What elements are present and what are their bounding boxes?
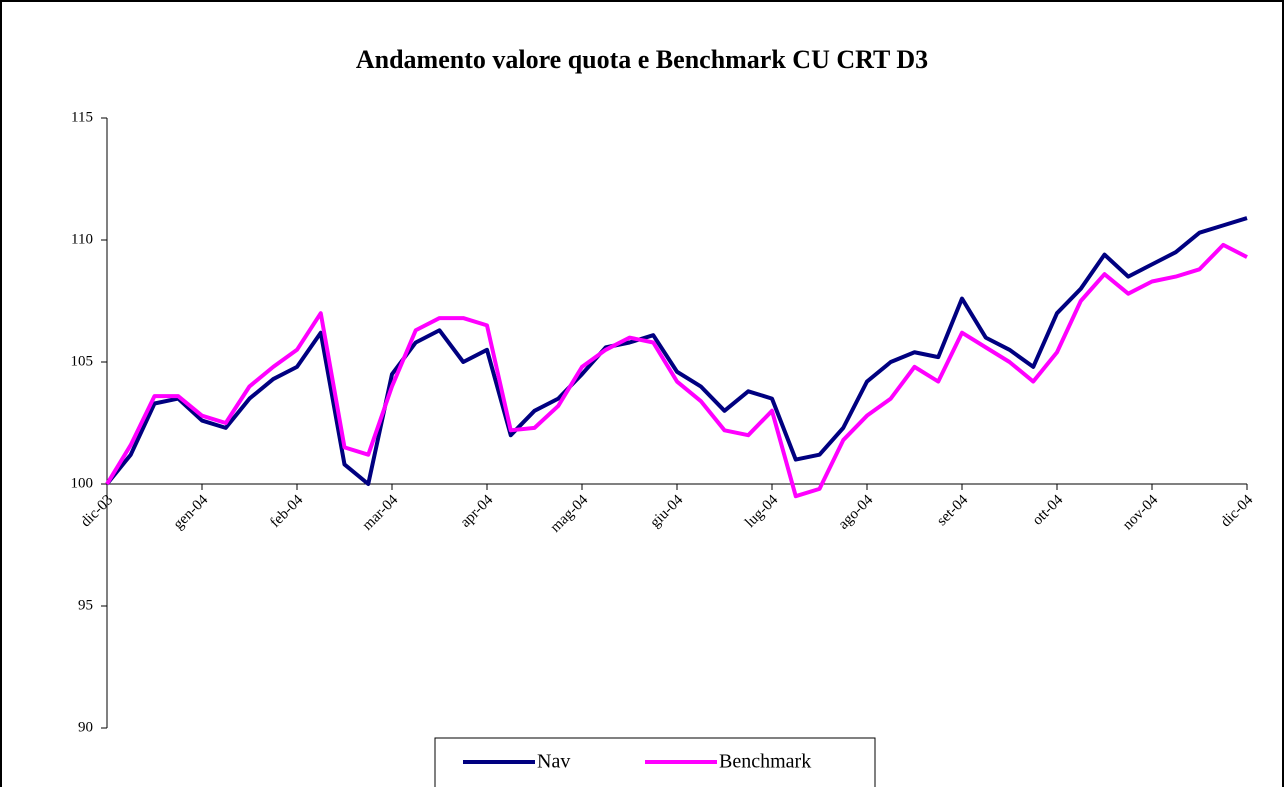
x-tick-label: giu-04 — [647, 492, 686, 531]
x-tick-label: feb-04 — [267, 492, 306, 531]
y-tick-label: 95 — [78, 597, 93, 613]
y-tick-label: 100 — [71, 475, 94, 491]
x-tick-label: apr-04 — [457, 492, 496, 531]
x-tick-label: mag-04 — [548, 492, 592, 536]
x-tick-label: lug-04 — [742, 492, 781, 531]
x-tick-label: nov-04 — [1120, 492, 1162, 534]
x-tick-label: ago-04 — [835, 492, 876, 533]
y-tick-label: 115 — [71, 109, 93, 125]
x-tick-label: gen-04 — [170, 492, 211, 533]
x-tick-label: mar-04 — [360, 492, 402, 534]
series-line — [105, 216, 1248, 486]
x-tick-label: dic-04 — [1218, 492, 1257, 531]
chart-title: Andamento valore quota e Benchmark CU CR… — [356, 45, 928, 74]
x-tick-label: dic-03 — [78, 492, 116, 530]
y-tick-label: 105 — [71, 353, 94, 369]
legend-label: Benchmark — [719, 751, 811, 773]
x-tick-label: set-04 — [934, 492, 972, 530]
series-line — [105, 242, 1248, 499]
x-tick-label: ott-04 — [1030, 492, 1067, 529]
y-tick-label: 90 — [78, 719, 93, 735]
y-tick-label: 110 — [71, 231, 93, 247]
legend-label: Nav — [537, 751, 570, 773]
